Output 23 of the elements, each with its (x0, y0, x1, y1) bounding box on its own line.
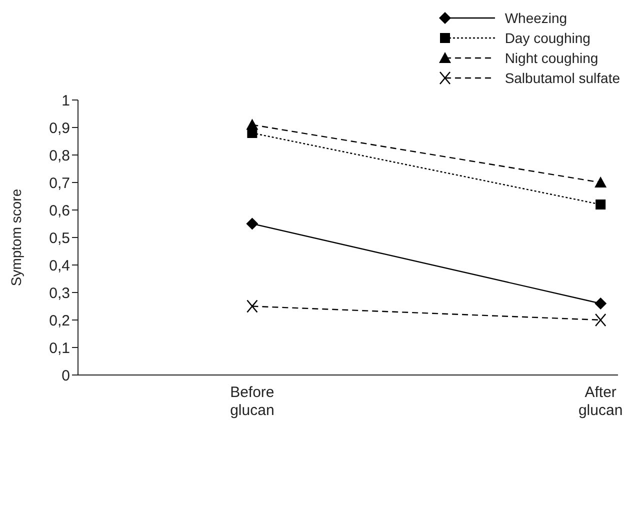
point (594, 298, 607, 310)
y-tick-label: 0,7 (49, 174, 70, 192)
y-tick-label: 0,8 (49, 147, 70, 164)
y-tick-label: 0 (62, 367, 70, 384)
y-tick-label: 0,6 (49, 202, 70, 220)
y-axis-title: Symptom score (8, 188, 24, 286)
legend-label: Day coughing (504, 30, 590, 46)
x-tick-label: After glucan (578, 384, 623, 419)
legend-label: Wheezing (504, 10, 568, 26)
y-tick-label: 0,9 (49, 120, 70, 137)
x-tick-label: Before glucan (230, 384, 274, 419)
y-tick-label: 0,2 (49, 312, 70, 330)
y-tick-label: 0,4 (49, 257, 70, 274)
y-tick-label: 0,3 (49, 284, 70, 302)
y-tick-label: 0,1 (49, 340, 70, 357)
point (594, 313, 606, 327)
y-tick-label: 0,5 (49, 230, 70, 247)
point (246, 300, 258, 313)
legend-label: Night coughing (504, 50, 598, 66)
legend-label: Salbutamol sulfate (504, 70, 620, 86)
point (246, 218, 258, 230)
point (596, 200, 606, 210)
y-tick-label: 1 (62, 92, 70, 110)
